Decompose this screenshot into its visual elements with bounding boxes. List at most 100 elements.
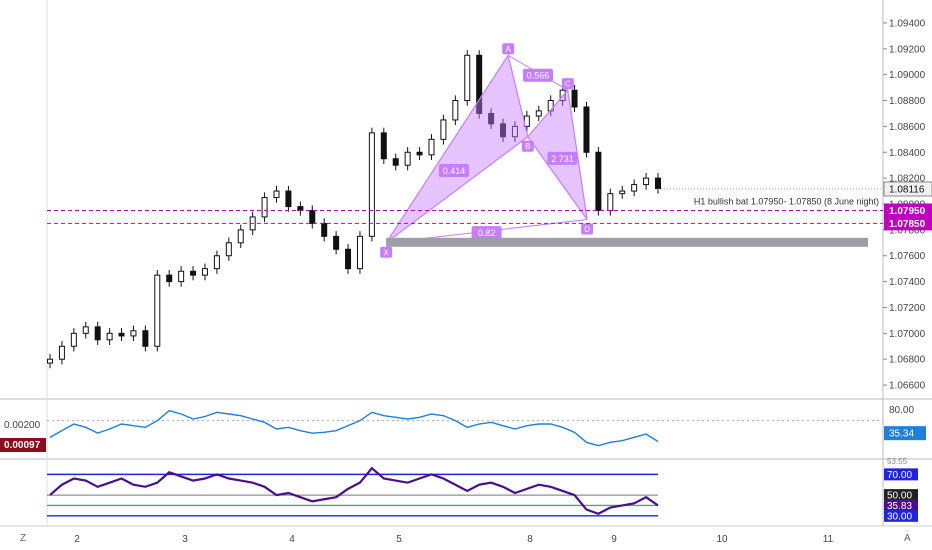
bottom-left-corner-label: Z xyxy=(20,533,27,544)
price-tick-label: 1.08600 xyxy=(889,122,926,133)
pattern-point-badge xyxy=(521,140,534,152)
pattern-point-label: B xyxy=(525,142,530,151)
candle xyxy=(58,345,65,360)
pattern-point-badge xyxy=(561,78,574,90)
candle xyxy=(368,132,375,237)
osc1-name-label: 0.00200 xyxy=(4,420,41,431)
candle xyxy=(619,190,626,195)
candle xyxy=(201,268,208,276)
pattern-point-badge xyxy=(581,223,594,235)
zone-price-badge xyxy=(884,216,932,231)
candle xyxy=(237,229,244,244)
candle xyxy=(190,270,197,276)
pattern-point-badge xyxy=(380,246,393,258)
candle xyxy=(166,274,173,283)
candle xyxy=(333,235,340,250)
candle xyxy=(464,54,471,102)
candle xyxy=(82,326,89,334)
candle xyxy=(380,132,387,160)
current-price-badge xyxy=(883,181,932,197)
candle xyxy=(643,177,650,186)
candle xyxy=(94,326,101,341)
candle xyxy=(535,110,542,117)
price-tick-label: 1.09400 xyxy=(889,18,926,29)
candle xyxy=(452,100,459,121)
pattern-point-badge xyxy=(502,43,515,55)
candle xyxy=(178,270,185,283)
candle xyxy=(392,158,399,166)
candle xyxy=(47,358,53,364)
osc1-value-label: 0.00097 xyxy=(4,440,41,451)
osc1-line xyxy=(49,409,659,447)
candle xyxy=(285,190,292,208)
candle xyxy=(416,151,423,156)
candle xyxy=(118,332,125,337)
candle xyxy=(261,197,268,218)
osc1-tick-label: 80.00 xyxy=(889,405,914,416)
candle xyxy=(511,125,518,138)
pattern-point-label: A xyxy=(505,45,511,54)
price-tick-label: 1.07200 xyxy=(889,303,926,314)
osc2-level-label: 70.00 xyxy=(887,470,912,481)
price-tick-label: 1.09200 xyxy=(889,44,926,55)
candle xyxy=(70,332,77,347)
price-tick-label: 1.06600 xyxy=(889,381,926,392)
price-tick-label: 1.06800 xyxy=(889,355,926,366)
candle xyxy=(213,255,220,270)
zone-price-label: 1.07950 xyxy=(889,206,926,217)
price-tick-label: 1.07000 xyxy=(889,329,926,340)
time-tick-label: 2 xyxy=(74,534,80,545)
pattern-ratio-badge xyxy=(522,68,553,82)
time-tick-label: 8 xyxy=(527,534,533,545)
candle xyxy=(106,332,113,341)
pattern-ratio-label: 2.731 xyxy=(551,154,574,164)
pattern-ratio-label: 0.566 xyxy=(527,71,550,81)
candle xyxy=(500,123,507,138)
candle xyxy=(595,151,602,211)
candle xyxy=(154,274,161,347)
osc2-level-badge xyxy=(884,499,918,512)
time-tick-label: 11 xyxy=(823,534,834,545)
candle xyxy=(225,242,232,257)
pattern-ratio-badge xyxy=(471,226,502,240)
osc2-partial-label: 53.55 xyxy=(887,457,908,466)
current-price-label: 1.08116 xyxy=(889,184,925,195)
time-tick-label: 4 xyxy=(289,534,295,545)
pattern-point-label: X xyxy=(383,248,389,257)
candle xyxy=(404,151,411,166)
candle xyxy=(273,190,280,199)
osc1-current-badge xyxy=(884,426,926,441)
price-tick-label: 1.08800 xyxy=(889,96,926,107)
time-tick-label: 9 xyxy=(611,534,617,545)
candle xyxy=(631,184,638,192)
pattern-point-label: C xyxy=(565,80,571,89)
osc2-level-badge xyxy=(884,489,918,502)
candle xyxy=(583,106,590,153)
zone-annotation: H1 bullish bat 1.07950- 1.07850 (8 June … xyxy=(694,196,879,206)
price-tick-label: 1.07600 xyxy=(889,251,926,262)
candle xyxy=(440,119,447,140)
osc2-level-badge xyxy=(884,468,918,481)
pattern-ratio-label: 0.82 xyxy=(478,228,496,238)
pattern-xab-triangle xyxy=(385,53,529,244)
candle xyxy=(356,235,363,270)
zone-price-badge xyxy=(884,203,932,218)
osc2-level-label: 30.00 xyxy=(887,511,912,522)
osc1-value-badge xyxy=(0,438,46,452)
price-tick-label: 1.08400 xyxy=(889,148,926,159)
price-tick-label: 1.08200 xyxy=(889,174,926,185)
pattern-ratio-label: 0.414 xyxy=(443,166,466,176)
candle xyxy=(142,330,149,347)
bottom-right-corner-label: A xyxy=(904,533,911,544)
candle xyxy=(321,222,328,237)
candle xyxy=(655,177,661,189)
candle xyxy=(297,206,304,211)
time-tick-label: 10 xyxy=(716,534,728,545)
candle xyxy=(428,138,435,156)
zone-price-label: 1.07850 xyxy=(889,219,926,230)
candle xyxy=(130,330,137,337)
price-tick-label: 1.09000 xyxy=(889,70,926,81)
target-bar xyxy=(386,237,868,247)
time-tick-label: 3 xyxy=(182,534,188,545)
